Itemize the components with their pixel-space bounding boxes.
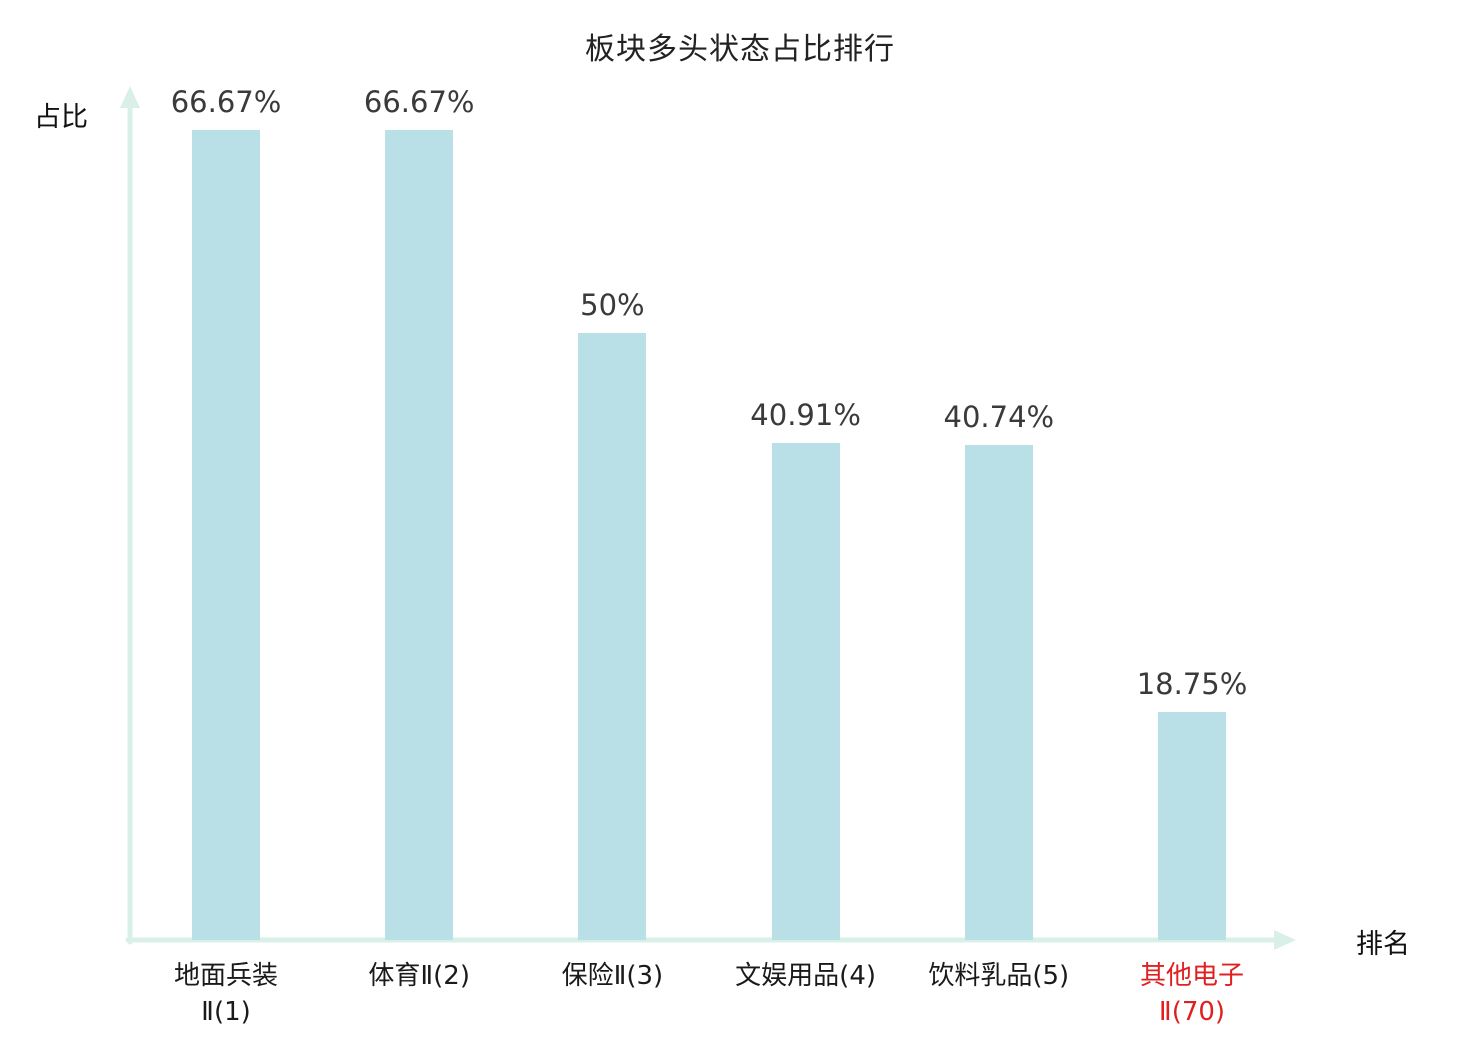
category-label: 文娱用品(4) bbox=[676, 958, 936, 994]
category-label-line: 文娱用品(4) bbox=[735, 961, 877, 991]
bar-value-label: 40.91% bbox=[750, 397, 861, 432]
x-axis-arrow-icon bbox=[1274, 930, 1296, 950]
bar-6 bbox=[1158, 712, 1226, 940]
category-label-line: 其他电子 bbox=[1139, 961, 1244, 991]
category-label: 其他电子 Ⅱ(70) bbox=[1062, 958, 1322, 1030]
category-label-line: 饮料乳品(5) bbox=[928, 961, 1070, 991]
bar-4 bbox=[771, 442, 840, 940]
bar-value-label: 66.67% bbox=[170, 85, 282, 119]
bar-value-label: 50% bbox=[580, 287, 645, 322]
x-axis-label: 排名 bbox=[1356, 929, 1410, 960]
category-label-line: 地面兵装 bbox=[173, 961, 278, 991]
category-label-line: 体育Ⅱ(2) bbox=[368, 961, 470, 991]
category-label-line: 保险Ⅱ(3) bbox=[561, 961, 664, 991]
y-axis-label: 占比 bbox=[34, 102, 88, 133]
category-label: 保险Ⅱ(3) bbox=[482, 958, 742, 994]
bar-value-label: 40.74% bbox=[943, 400, 1055, 435]
bar-3 bbox=[578, 332, 647, 940]
bar-1 bbox=[192, 130, 260, 940]
chart-title: 板块多头状态占比排行 bbox=[585, 32, 895, 67]
bar-value-label: 18.75% bbox=[1136, 667, 1248, 702]
bar-5 bbox=[964, 445, 1033, 940]
category-label-line: Ⅱ(70) bbox=[1158, 997, 1226, 1027]
category-label: 地面兵装 Ⅱ(1) bbox=[96, 958, 356, 1030]
bar-2 bbox=[385, 130, 454, 940]
category-label: 饮料乳品(5) bbox=[869, 958, 1129, 994]
category-label-line: Ⅱ(1) bbox=[201, 997, 251, 1027]
category-label: 体育Ⅱ(2) bbox=[289, 958, 549, 994]
bar-value-label: 66.67% bbox=[363, 85, 475, 119]
